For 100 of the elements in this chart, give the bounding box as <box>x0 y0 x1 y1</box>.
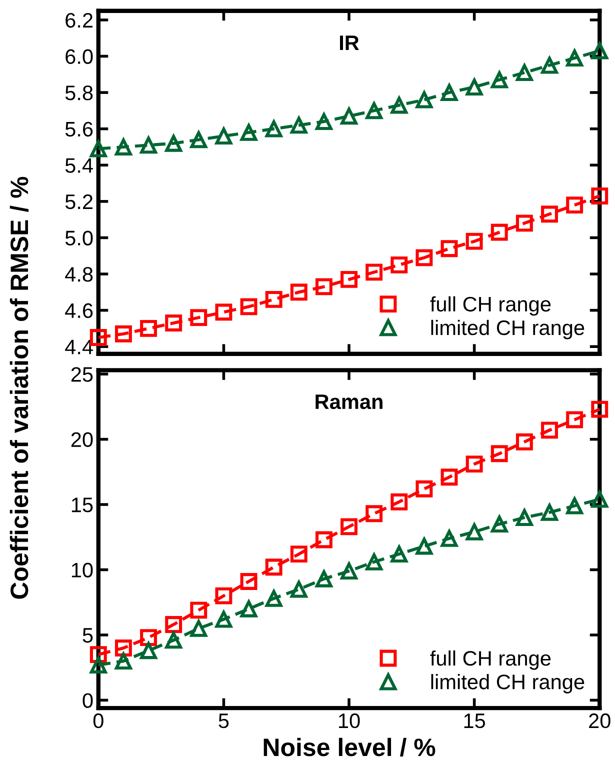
point <box>566 50 584 67</box>
point <box>290 116 308 134</box>
point <box>190 309 208 326</box>
y-tick-label: 5 <box>82 628 93 643</box>
point <box>290 580 308 598</box>
point <box>416 91 433 108</box>
point <box>466 523 483 540</box>
text: Raman <box>316 394 382 410</box>
point <box>591 187 608 204</box>
point <box>566 196 584 214</box>
point <box>315 570 332 588</box>
y-tick-label: 5.8 <box>65 86 93 100</box>
point <box>215 128 232 145</box>
x-tick-label: 15 <box>464 714 486 728</box>
point <box>366 264 383 281</box>
point <box>416 480 433 498</box>
text: IR <box>340 36 360 50</box>
point <box>340 270 358 288</box>
point <box>366 102 383 120</box>
point <box>591 42 608 60</box>
point <box>140 629 157 646</box>
point <box>240 600 258 618</box>
y-tick-label: 5.4 <box>65 158 93 173</box>
point <box>165 314 182 332</box>
point <box>90 656 107 674</box>
point <box>290 546 308 563</box>
legend-label: full CH range <box>430 650 551 670</box>
point <box>440 84 458 102</box>
point <box>215 304 232 321</box>
legend-label: full CH range <box>430 296 551 316</box>
point <box>90 140 107 158</box>
point <box>390 546 408 563</box>
point <box>165 632 182 649</box>
point <box>416 249 433 266</box>
point <box>315 531 332 548</box>
point <box>190 131 208 148</box>
y-axis-title: Coefficient of variation of RMSE / % <box>10 176 28 599</box>
point <box>215 587 232 604</box>
point <box>315 278 332 296</box>
point <box>114 652 132 670</box>
point <box>265 290 282 308</box>
point <box>140 136 157 154</box>
point <box>190 620 208 637</box>
point <box>466 232 483 250</box>
point <box>516 433 533 450</box>
point <box>466 456 483 473</box>
point <box>541 206 558 223</box>
point <box>140 642 157 660</box>
point <box>566 497 584 514</box>
point <box>466 78 483 96</box>
point <box>240 298 258 316</box>
point <box>190 602 208 619</box>
point <box>591 400 608 418</box>
point <box>541 56 558 74</box>
point <box>140 320 157 337</box>
point <box>390 493 408 510</box>
point <box>165 616 182 634</box>
point <box>240 124 258 141</box>
y-tick-label: 4.6 <box>65 303 93 318</box>
point <box>416 538 433 555</box>
point <box>290 284 308 301</box>
legend-label: limited CH range <box>431 320 584 340</box>
point <box>591 490 608 508</box>
x-tick-label: 5 <box>218 714 229 728</box>
point <box>516 64 533 82</box>
point <box>490 445 508 462</box>
point <box>541 422 558 439</box>
y-tick-label: 5.6 <box>65 122 93 137</box>
y-tick-label: 6.2 <box>66 12 92 28</box>
y-tick-label: 5.0 <box>65 230 93 246</box>
point <box>240 573 258 590</box>
x-tick-label: 10 <box>339 713 360 728</box>
point <box>265 590 282 607</box>
point <box>490 516 508 533</box>
point <box>440 530 458 547</box>
point <box>340 518 358 536</box>
point <box>315 113 332 130</box>
point <box>541 504 558 521</box>
point <box>114 325 132 342</box>
y-tick-label: 0 <box>82 693 93 708</box>
point <box>390 96 408 114</box>
y-tick-label: 6.0 <box>66 49 93 64</box>
y-tick-label: 20 <box>71 432 93 448</box>
point <box>114 138 132 156</box>
point <box>440 468 458 486</box>
y-tick-label: 15 <box>72 498 93 512</box>
point <box>566 411 584 428</box>
point <box>490 224 508 241</box>
point <box>340 562 358 580</box>
point <box>366 553 383 570</box>
point <box>390 256 408 274</box>
point <box>516 214 533 232</box>
point <box>165 134 182 152</box>
point <box>340 108 358 125</box>
point <box>490 71 508 88</box>
point <box>215 610 232 628</box>
y-tick-label: 25 <box>71 367 93 382</box>
y-tick-label: 10 <box>72 562 93 578</box>
point <box>265 558 282 576</box>
legend-label: limited CH range <box>431 674 584 694</box>
